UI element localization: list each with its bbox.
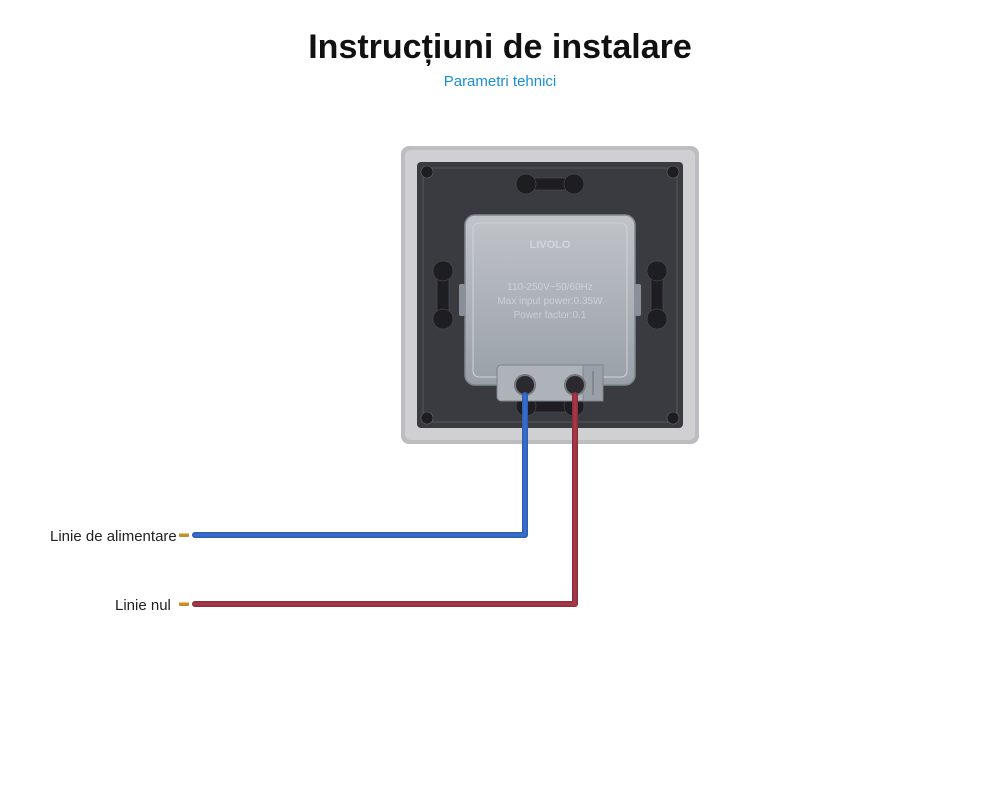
wire-label: Linie de alimentare — [50, 528, 177, 545]
svg-text:Power factor:0.1: Power factor:0.1 — [514, 310, 587, 321]
wire-label: Linie nul — [115, 597, 171, 614]
svg-text:LIVOLO: LIVOLO — [530, 239, 571, 251]
svg-text:Max input power:0.35W: Max input power:0.35W — [497, 296, 603, 307]
svg-text:110-250V~50/60Hz: 110-250V~50/60Hz — [507, 282, 593, 293]
diagram-stage: LIVOLO 110-250V~50/60Hz Max input power:0.… — [0, 0, 1000, 796]
wiring-diagram: LIVOLO 110-250V~50/60Hz Max input power:0.… — [0, 0, 1000, 796]
